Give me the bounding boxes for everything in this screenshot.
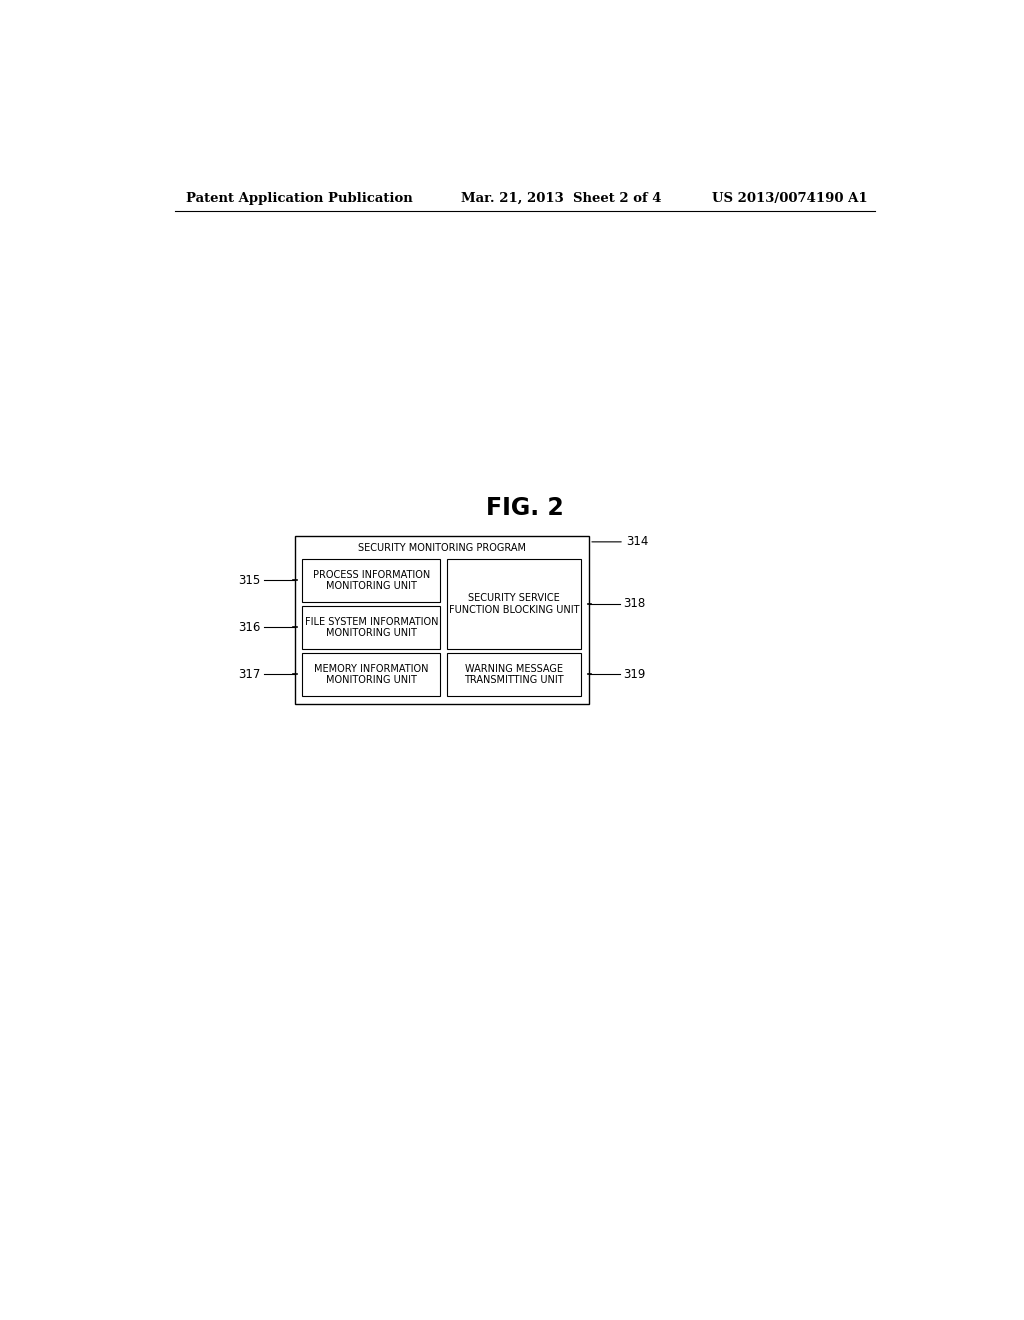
- Bar: [446, 558, 582, 649]
- Bar: [446, 653, 582, 696]
- Text: 314: 314: [627, 536, 648, 548]
- Text: US 2013/0074190 A1: US 2013/0074190 A1: [713, 191, 868, 205]
- Bar: [302, 653, 440, 696]
- Text: WARNING MESSAGE
TRANSMITTING UNIT: WARNING MESSAGE TRANSMITTING UNIT: [464, 664, 564, 685]
- Text: 316: 316: [239, 620, 260, 634]
- Text: PROCESS INFORMATION
MONITORING UNIT: PROCESS INFORMATION MONITORING UNIT: [312, 569, 430, 591]
- Text: MEMORY INFORMATION
MONITORING UNIT: MEMORY INFORMATION MONITORING UNIT: [314, 664, 429, 685]
- Text: 319: 319: [624, 668, 645, 681]
- Text: SECURITY SERVICE
FUNCTION BLOCKING UNIT: SECURITY SERVICE FUNCTION BLOCKING UNIT: [449, 593, 580, 615]
- Text: Patent Application Publication: Patent Application Publication: [186, 191, 413, 205]
- Bar: [302, 558, 440, 602]
- Bar: [302, 606, 440, 649]
- Bar: [295, 536, 589, 704]
- Text: SECURITY MONITORING PROGRAM: SECURITY MONITORING PROGRAM: [357, 544, 526, 553]
- Text: FIG. 2: FIG. 2: [486, 496, 563, 520]
- Text: 317: 317: [239, 668, 260, 681]
- Text: FILE SYSTEM INFORMATION
MONITORING UNIT: FILE SYSTEM INFORMATION MONITORING UNIT: [304, 616, 438, 638]
- Text: Mar. 21, 2013  Sheet 2 of 4: Mar. 21, 2013 Sheet 2 of 4: [461, 191, 662, 205]
- Text: 315: 315: [239, 574, 260, 587]
- Text: 318: 318: [624, 598, 645, 610]
